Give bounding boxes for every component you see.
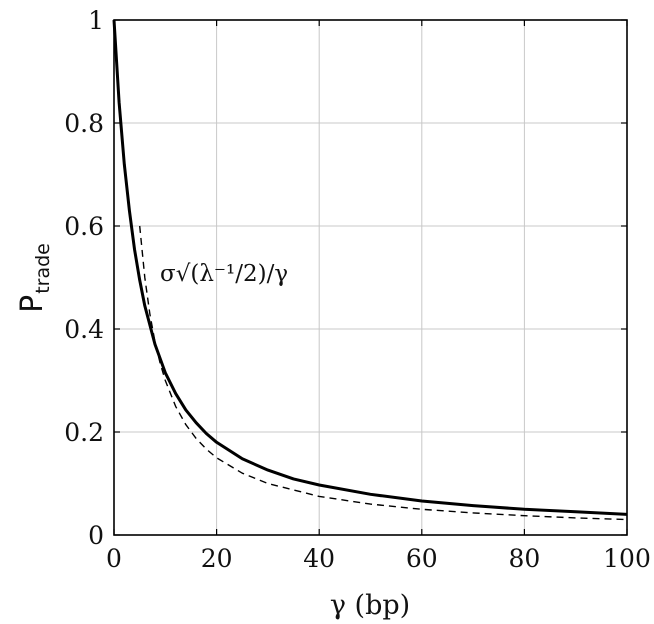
y-axis-title: Ptrade [15, 243, 54, 313]
y-axis-title-subscript: trade [32, 243, 54, 294]
grid [114, 20, 627, 535]
solid-probability-line [112, 19, 628, 516]
y-tick-label: 0.6 [64, 212, 104, 241]
series-layer [112, 19, 628, 521]
curve-annotation: σ√(λ⁻¹/2)/γ [160, 261, 288, 287]
y-tick-label: 0.8 [64, 109, 104, 138]
plot-frame [113, 19, 628, 536]
y-tick-label: 0.2 [64, 418, 104, 447]
x-tick-label: 100 [603, 544, 651, 573]
y-tick-label: 1 [88, 6, 104, 35]
ticks [113, 19, 628, 536]
x-tick-label: 40 [303, 544, 335, 573]
y-tick-label: 0.4 [64, 315, 104, 344]
tick-labels: 0 20 40 60 80 100 0 0.2 0.4 0.6 0.8 1 [64, 6, 651, 573]
y-axis-title-main: P [15, 295, 50, 313]
x-tick-label: 0 [106, 544, 122, 573]
y-tick-label: 0 [88, 521, 104, 550]
x-tick-label: 80 [508, 544, 540, 573]
x-axis-title: γ (bp) [330, 590, 410, 621]
dashed-approximation-line [139, 225, 628, 521]
x-tick-label: 60 [406, 544, 438, 573]
svg-text:Ptrade: Ptrade [15, 243, 54, 313]
annotation-text: σ√(λ⁻¹/2)/γ [160, 261, 288, 287]
x-tick-label: 20 [201, 544, 233, 573]
